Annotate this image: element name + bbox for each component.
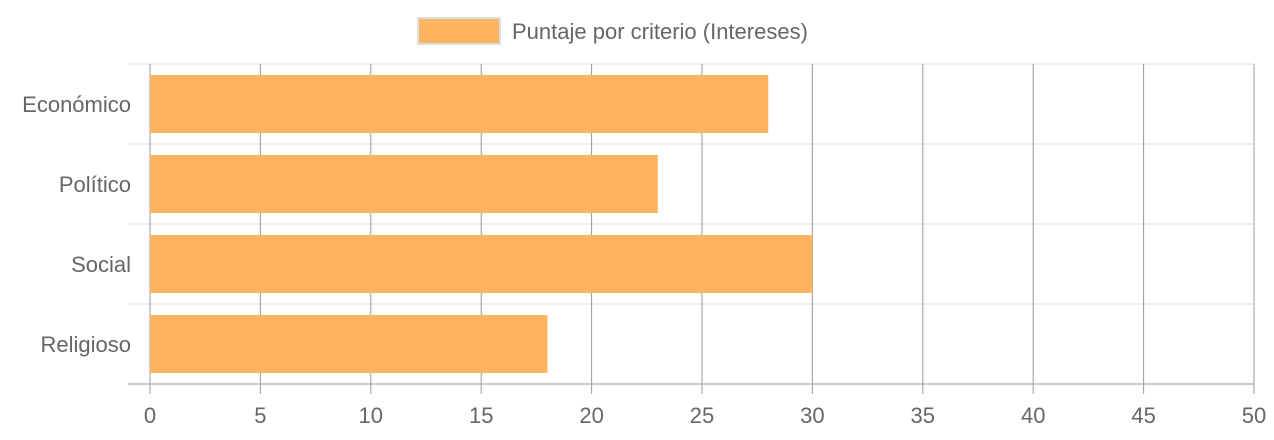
- x-tick-label: 50: [1242, 403, 1266, 428]
- category-label: Político: [59, 172, 131, 197]
- x-tick-label: 10: [359, 403, 383, 428]
- bar: [150, 235, 813, 293]
- category-label: Social: [71, 252, 131, 277]
- x-tick-label: 20: [579, 403, 603, 428]
- category-label: Económico: [22, 92, 131, 117]
- x-tick-label: 40: [1021, 403, 1045, 428]
- legend-label: Puntaje por criterio (Intereses): [512, 19, 808, 44]
- category-label: Religioso: [41, 332, 132, 357]
- x-tick-label: 35: [911, 403, 935, 428]
- x-tick-label: 30: [800, 403, 824, 428]
- x-tick-label: 15: [469, 403, 493, 428]
- x-tick-label: 0: [144, 403, 156, 428]
- x-tick-labels: 0 5 10 15 20 25 30 35 40 45 50: [144, 403, 1266, 428]
- category-gridlines: [128, 63, 1254, 385]
- category-labels: Económico Político Social Religioso: [22, 92, 131, 357]
- bar: [150, 155, 658, 213]
- x-tick-label: 45: [1131, 403, 1155, 428]
- chart-legend: Puntaje por criterio (Intereses): [417, 17, 808, 45]
- bar: [150, 75, 769, 133]
- bars: [150, 75, 813, 373]
- bar: [150, 315, 548, 373]
- x-tick-label: 25: [690, 403, 714, 428]
- x-tick-label: 5: [254, 403, 266, 428]
- legend-swatch: [417, 17, 501, 45]
